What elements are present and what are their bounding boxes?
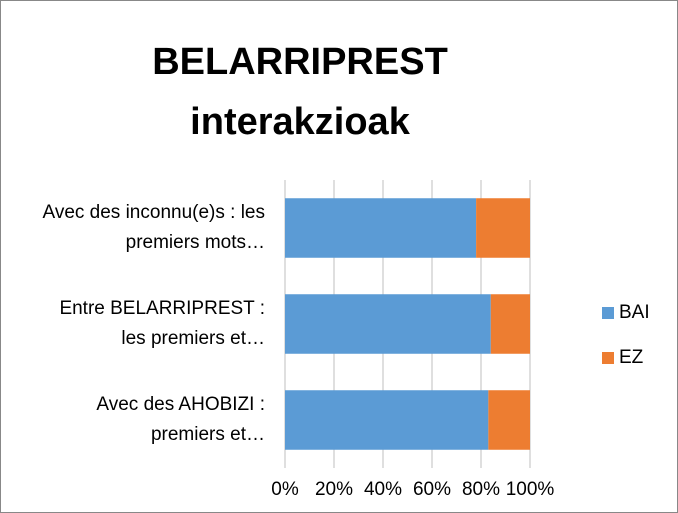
bar-segment (476, 198, 530, 258)
x-tick-label: 20% (315, 479, 353, 500)
x-tick-label: 0% (271, 479, 299, 500)
legend-label: BAI (619, 302, 650, 323)
bar-segment (285, 198, 477, 258)
x-tick-label: 100% (506, 479, 555, 500)
y-tick-label: Avec des inconnu(e)s : les premiers mots… (42, 202, 266, 253)
legend-swatch (602, 352, 614, 364)
x-tick-label: 40% (364, 479, 402, 500)
y-tick-label: Avec des AHOBIZI : premiers et… (96, 394, 265, 445)
x-tick-label: 80% (462, 479, 500, 500)
legend-label: EZ (619, 347, 644, 368)
bar-segment (285, 390, 489, 450)
bar-segment (488, 390, 530, 450)
y-tick-label: Entre BELARRIPREST : les premiers et… (59, 298, 265, 349)
bar-segment (285, 294, 491, 354)
x-tick-label: 60% (413, 479, 451, 500)
chart-title: BELARRIPREST interakzioak (152, 41, 448, 143)
bar-segment (490, 294, 530, 354)
legend-swatch (602, 307, 614, 319)
